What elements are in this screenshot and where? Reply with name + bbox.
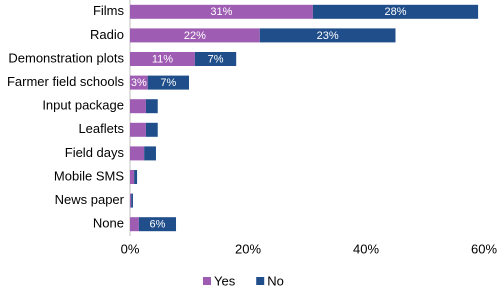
value-label: 11% (152, 53, 173, 65)
bar-segment (130, 75, 148, 90)
bar-segment (130, 4, 313, 19)
legend-label: No (267, 273, 284, 288)
value-label: 7% (160, 77, 176, 89)
y-tick-label: Field days (65, 145, 125, 160)
bar-segment (144, 146, 156, 161)
bar-segment (131, 193, 133, 208)
bar-segment (259, 28, 396, 43)
y-tick-label: Demonstration plots (8, 50, 124, 65)
y-tick-label: Radio (90, 27, 124, 42)
value-label: 22% (184, 30, 206, 42)
y-tick-label: Farmer field schools (7, 74, 125, 89)
bar-segment (130, 146, 145, 161)
bar-segment (130, 193, 132, 208)
bar-segment (134, 170, 138, 184)
bar-segment (130, 52, 195, 66)
y-tick-label: Mobile SMS (54, 168, 124, 183)
y-tick-label: News paper (55, 192, 125, 207)
value-label: 6% (149, 219, 165, 231)
x-tick-label: 0% (121, 241, 140, 256)
bar-segment (312, 4, 479, 19)
y-tick-label: Films (93, 3, 125, 18)
legend-swatch (256, 277, 265, 285)
value-label: 7% (208, 53, 224, 65)
value-label: 31% (210, 6, 232, 18)
value-label: 3% (131, 77, 147, 89)
bar-segment (130, 122, 146, 137)
bar-segment (145, 99, 158, 114)
bar-segment (145, 122, 158, 137)
legend-label: Yes (214, 273, 236, 288)
x-tick-label: 20% (235, 241, 261, 256)
bar-segment (138, 217, 177, 232)
bar-segment (130, 217, 139, 232)
y-tick-label: None (93, 216, 124, 231)
legend-swatch (203, 277, 211, 285)
bar-segment (130, 99, 146, 114)
y-tick-label: Input package (42, 98, 124, 113)
bar-segment (194, 52, 237, 66)
value-label: 23% (317, 30, 339, 42)
bar-segment (147, 75, 189, 90)
bar-segment (130, 28, 260, 43)
bar-segment (130, 170, 135, 184)
y-tick-label: Leaflets (78, 121, 124, 136)
x-tick-label: 40% (353, 241, 379, 256)
value-label: 28% (384, 6, 406, 18)
x-tick-label: 60% (471, 241, 497, 256)
